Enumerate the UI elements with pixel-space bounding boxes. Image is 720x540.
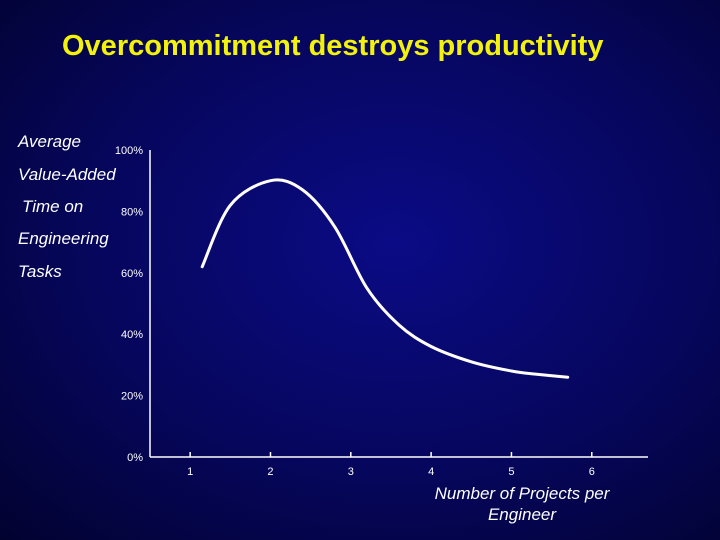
x-tick-label: 3 [348,466,354,478]
y-tick-label: 100% [115,145,143,157]
y-axis-label-line-1: Average [18,132,82,151]
x-tick-label: 6 [589,466,595,478]
x-axis-label: Number of Projects per Engineer [434,484,610,524]
y-axis-label-line-4: Engineering [18,229,109,248]
x-tick-label: 2 [267,466,273,478]
x-tick-label: 5 [508,466,514,478]
y-tick-label: 80% [121,206,143,218]
x-tick-label: 1 [187,466,193,478]
y-tick-label: 40% [121,329,143,341]
y-axis-label-line-2: Value-Added [18,165,116,184]
x-tick-label: 4 [428,466,434,478]
y-axis-label-line-3: Time on [22,197,84,216]
y-axis-label-line-5: Tasks [18,262,62,281]
productivity-curve [200,178,570,379]
y-tick-label: 20% [121,391,143,403]
y-tick-label: 60% [121,268,143,280]
y-tick-label: 0% [127,452,143,464]
slide-title: Overcommitment destroys productivity [62,30,604,62]
